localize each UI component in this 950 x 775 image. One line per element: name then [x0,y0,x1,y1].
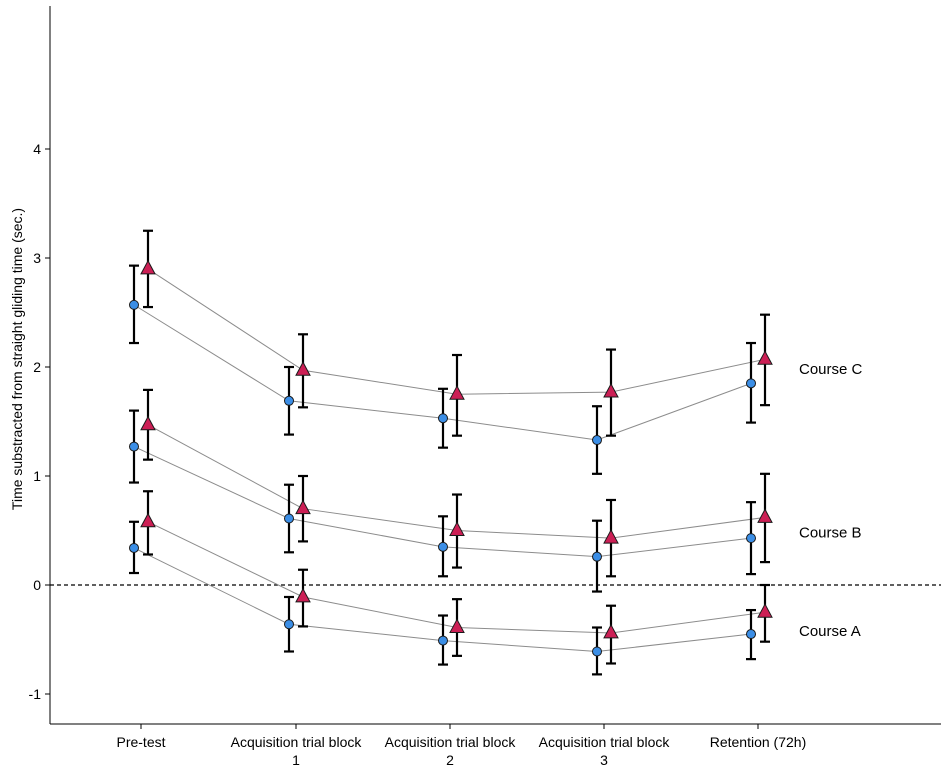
x-tick-label: Acquisition trial block [231,734,363,750]
data-point-circle [746,378,756,389]
x-tick-label: 2 [446,752,454,768]
data-point-circle [592,551,602,562]
x-tick-label: Acquisition trial block [385,734,517,750]
data-point-circle [438,541,448,552]
course-label: Course B [799,525,862,542]
data-point-triangle [603,529,619,544]
data-point-triangle [603,623,619,639]
data-point-triangle [140,512,156,528]
y-tick-label: 3 [33,250,41,266]
data-point-triangle [140,415,156,431]
data-point-triangle [295,587,311,603]
x-tick-label: Acquisition trial block [539,734,671,750]
course-label: Course A [799,623,861,640]
x-tick-label: Retention (72h) [710,734,807,750]
data-point-circle [284,513,294,524]
course-label: Course C [799,361,863,378]
data-point-circle [438,413,448,424]
data-point-triangle [449,385,465,400]
data-point-circle [284,619,294,630]
data-point-triangle [295,361,311,376]
x-tick-label: 3 [600,752,608,768]
x-tick-label: 1 [292,752,300,768]
data-point-triangle [140,259,156,275]
data-point-triangle [449,521,465,536]
y-tick-label: 2 [33,359,41,375]
data-point-circle [592,646,602,657]
data-point-circle [129,542,139,553]
x-tick-label: Pre-test [116,734,165,750]
data-point-circle [129,299,139,310]
y-tick-label: 1 [33,468,41,484]
data-point-circle [746,533,756,544]
y-axis-title: Time substracted from straight gliding t… [9,208,25,510]
data-point-circle [592,435,602,446]
data-point-triangle [757,603,773,618]
data-point-triangle [295,499,311,515]
data-point-triangle [757,350,773,365]
y-tick-label: 0 [33,577,41,593]
data-point-triangle [603,382,619,398]
data-point-circle [129,441,139,452]
data-point-triangle [757,508,773,523]
data-point-circle [284,395,294,406]
y-tick-label: -1 [29,686,42,702]
data-point-triangle [449,618,465,633]
data-point-circle [746,629,756,640]
y-tick-label: 4 [33,141,41,157]
plot-layer: -1 0 1 2 3 4 Pre-test Acquisition trial block 1 A… [9,6,941,768]
data-point-circle [438,635,448,646]
